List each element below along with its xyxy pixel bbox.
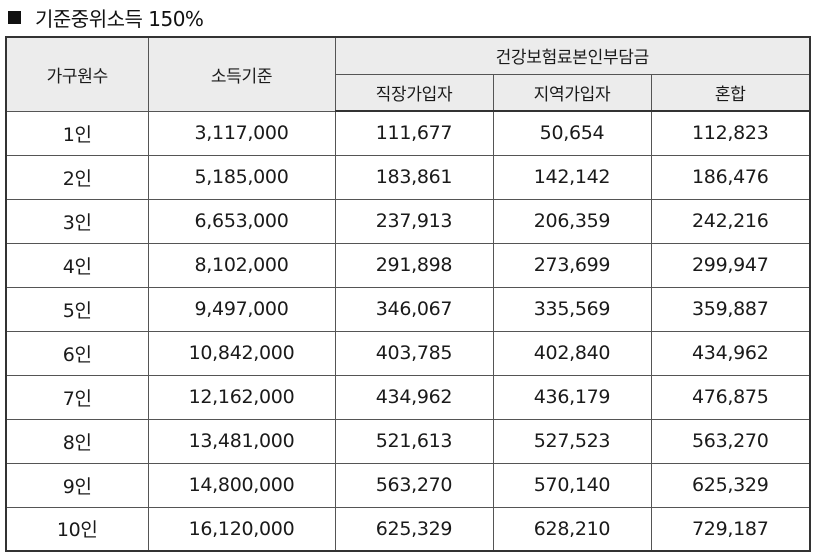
cell-regional: 273,699	[492, 242, 652, 288]
table-row: 8인 13,481,000 521,613 527,523 563,270	[5, 418, 811, 464]
income-premium-table: 가구원수 소득기준 건강보험료본인부담금 직장가입자 지역가입자 혼합 1인 3,…	[5, 36, 812, 552]
cell-household: 2인	[5, 154, 149, 200]
table-row: 7인 12,162,000 434,962 436,179 476,875	[5, 374, 811, 420]
page-title: 기준중위소득 150%	[35, 6, 204, 31]
header-income: 소득기준	[147, 36, 336, 112]
cell-household: 5인	[5, 286, 149, 332]
cell-household: 7인	[5, 374, 149, 420]
header-premium-group: 건강보험료본인부담금	[334, 36, 811, 75]
header-regional: 지역가입자	[492, 73, 652, 112]
cell-regional: 570,140	[492, 462, 652, 508]
cell-household: 1인	[5, 110, 149, 156]
cell-income: 6,653,000	[147, 198, 336, 244]
cell-mixed: 476,875	[650, 374, 811, 420]
cell-employee: 183,861	[334, 154, 494, 200]
square-bullet-icon	[8, 10, 21, 24]
cell-household: 3인	[5, 198, 149, 244]
cell-mixed: 625,329	[650, 462, 811, 508]
cell-employee: 111,677	[334, 110, 494, 156]
cell-mixed: 299,947	[650, 242, 811, 288]
table-row: 1인 3,117,000 111,677 50,654 112,823	[5, 110, 811, 156]
title-row: 기준중위소득 150%	[8, 2, 204, 32]
cell-regional: 206,359	[492, 198, 652, 244]
header-employee: 직장가입자	[334, 73, 494, 112]
cell-employee: 403,785	[334, 330, 494, 376]
cell-income: 10,842,000	[147, 330, 336, 376]
cell-mixed: 242,216	[650, 198, 811, 244]
cell-employee: 563,270	[334, 462, 494, 508]
cell-income: 9,497,000	[147, 286, 336, 332]
cell-mixed: 729,187	[650, 506, 811, 552]
header-household: 가구원수	[5, 36, 149, 112]
cell-income: 14,800,000	[147, 462, 336, 508]
cell-household: 6인	[5, 330, 149, 376]
cell-regional: 628,210	[492, 506, 652, 552]
header-mixed: 혼합	[650, 73, 811, 112]
cell-mixed: 112,823	[650, 110, 811, 156]
cell-employee: 346,067	[334, 286, 494, 332]
cell-income: 12,162,000	[147, 374, 336, 420]
cell-employee: 625,329	[334, 506, 494, 552]
cell-household: 9인	[5, 462, 149, 508]
cell-employee: 237,913	[334, 198, 494, 244]
cell-employee: 434,962	[334, 374, 494, 420]
table-row: 9인 14,800,000 563,270 570,140 625,329	[5, 462, 811, 508]
cell-employee: 291,898	[334, 242, 494, 288]
cell-mixed: 186,476	[650, 154, 811, 200]
cell-household: 4인	[5, 242, 149, 288]
cell-regional: 527,523	[492, 418, 652, 464]
table-row: 2인 5,185,000 183,861 142,142 186,476	[5, 154, 811, 200]
table-row: 4인 8,102,000 291,898 273,699 299,947	[5, 242, 811, 288]
cell-regional: 402,840	[492, 330, 652, 376]
cell-regional: 50,654	[492, 110, 652, 156]
table-header: 가구원수 소득기준 건강보험료본인부담금 직장가입자 지역가입자 혼합	[5, 36, 811, 112]
table-row: 10인 16,120,000 625,329 628,210 729,187	[5, 506, 811, 552]
table-body: 1인 3,117,000 111,677 50,654 112,823 2인 5,185,0…	[5, 110, 811, 552]
cell-household: 8인	[5, 418, 149, 464]
cell-mixed: 563,270	[650, 418, 811, 464]
table-row: 5인 9,497,000 346,067 335,569 359,887	[5, 286, 811, 332]
cell-regional: 436,179	[492, 374, 652, 420]
table-row: 3인 6,653,000 237,913 206,359 242,216	[5, 198, 811, 244]
cell-income: 16,120,000	[147, 506, 336, 552]
cell-income: 8,102,000	[147, 242, 336, 288]
cell-income: 13,481,000	[147, 418, 336, 464]
cell-income: 3,117,000	[147, 110, 336, 156]
cell-income: 5,185,000	[147, 154, 336, 200]
cell-mixed: 434,962	[650, 330, 811, 376]
cell-regional: 335,569	[492, 286, 652, 332]
table-row: 6인 10,842,000 403,785 402,840 434,962	[5, 330, 811, 376]
cell-household: 10인	[5, 506, 149, 552]
cell-regional: 142,142	[492, 154, 652, 200]
cell-employee: 521,613	[334, 418, 494, 464]
cell-mixed: 359,887	[650, 286, 811, 332]
